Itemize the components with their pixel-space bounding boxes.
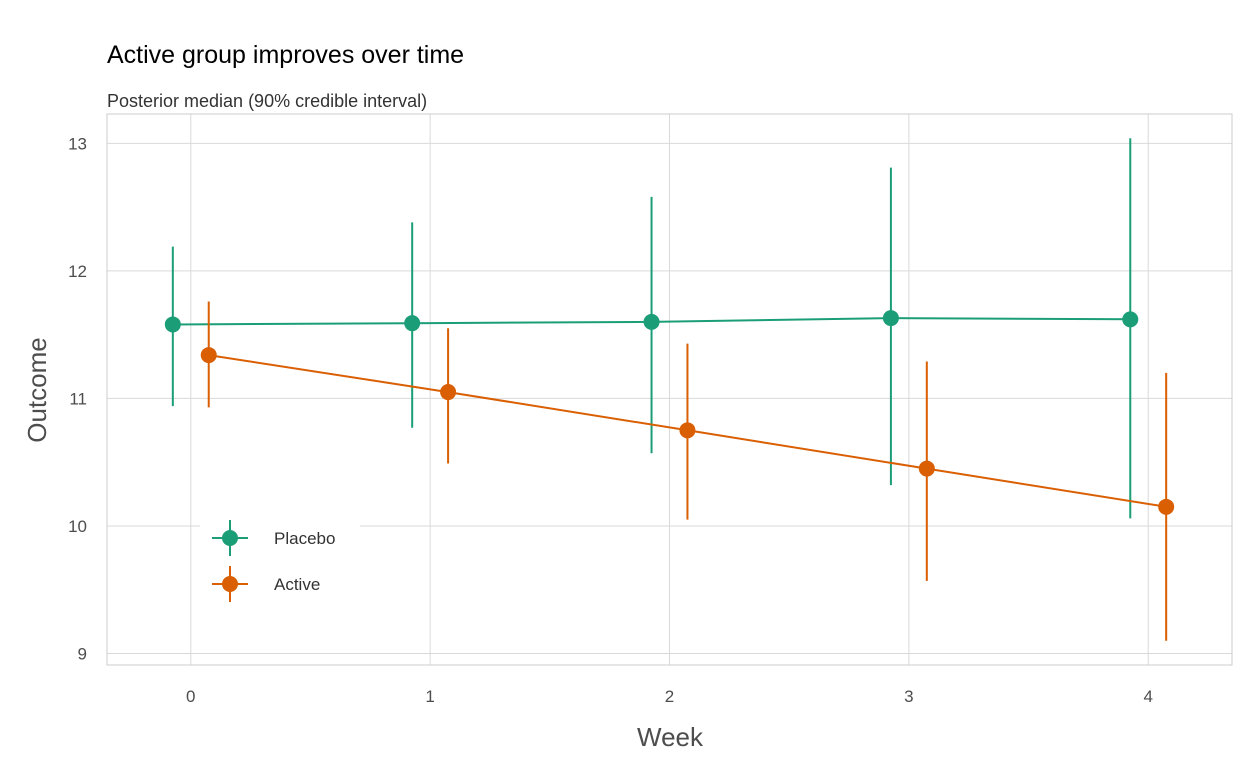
placebo-point-week-1 [404, 315, 421, 332]
legend-key-point-active [222, 576, 238, 592]
legend-label-placebo: Placebo [274, 529, 335, 548]
active-point-week-3 [918, 460, 935, 477]
legend-key-point-placebo [222, 530, 238, 546]
x-tick-label-2: 2 [665, 687, 674, 706]
y-axis-title: Outcome [22, 337, 52, 443]
legend: Placebo Active [200, 516, 360, 608]
placebo-point-week-3 [882, 310, 899, 327]
legend-label-active: Active [274, 575, 320, 594]
chart-subtitle: Posterior median (90% credible interval) [107, 91, 427, 111]
series-layer [164, 138, 1175, 641]
placebo-point-week-2 [643, 313, 660, 330]
placebo-point-week-0 [164, 316, 181, 333]
y-tick-label-9: 9 [78, 645, 87, 664]
x-tick-label-4: 4 [1143, 687, 1152, 706]
chart-title: Active group improves over time [107, 41, 464, 69]
active-point-week-0 [200, 347, 217, 364]
y-tick-label-10: 10 [68, 517, 87, 536]
series-active [200, 301, 1175, 641]
x-tick-label-1: 1 [425, 687, 434, 706]
series-placebo [164, 138, 1139, 519]
active-point-week-1 [440, 384, 457, 401]
y-tick-label-11: 11 [69, 389, 87, 408]
plot-panel-border [106, 113, 1233, 666]
placebo-point-week-4 [1122, 311, 1139, 328]
x-axis-title: Week [637, 722, 704, 752]
x-tick-label-0: 0 [186, 687, 195, 706]
x-tick-label-3: 3 [904, 687, 913, 706]
active-point-week-2 [679, 422, 696, 439]
active-point-week-4 [1158, 498, 1175, 515]
y-tick-label-12: 12 [68, 262, 87, 281]
y-tick-label-13: 13 [68, 134, 87, 153]
